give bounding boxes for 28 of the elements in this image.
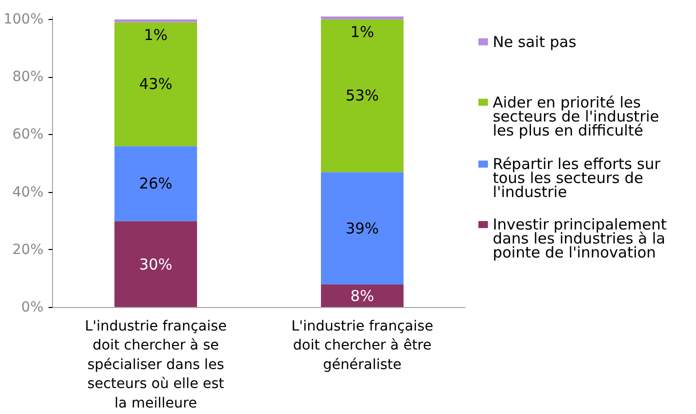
bar: [114, 146, 198, 222]
y-tick-label: 0%: [21, 300, 44, 316]
bar: [320, 16, 404, 20]
legend-label: Ne sait pas: [492, 32, 576, 51]
y-tick-label: 20%: [12, 242, 44, 258]
bar: [114, 221, 198, 308]
x-tick-label: L'industrie française doit chercher à être généraliste: [291, 318, 434, 373]
bar: [320, 172, 404, 284]
legend-label: Investir principalement dans les industries à la pointe de l'innovation: [492, 216, 667, 262]
data-label: 43%: [139, 75, 172, 94]
bar: [114, 19, 198, 22]
data-label: 1%: [350, 22, 374, 41]
data-label: 53%: [346, 86, 379, 105]
legend-label: Répartir les efforts sur tous les secteurs de l'industrie: [492, 155, 662, 202]
y-tick-label: 80%: [12, 69, 44, 86]
bar: [320, 284, 404, 308]
legend-label: Aider en priorité les secteurs de l'industrie les plus en difficulté: [492, 93, 660, 140]
y-tick-label: 100%: [3, 11, 44, 28]
bar: [320, 19, 404, 172]
data-label: 30%: [139, 255, 172, 274]
y-tick-label: 60%: [12, 126, 44, 143]
data-label: 26%: [139, 174, 172, 193]
data-label: 39%: [346, 219, 379, 238]
data-label: 8%: [350, 286, 374, 305]
data-label: 1%: [144, 26, 168, 44]
y-tick-label: 40%: [12, 184, 44, 200]
x-tick-label: L'industrie française doit chercher à se spécialiser dans les secteurs où elle est la meilleure: [84, 318, 227, 412]
bar: [114, 22, 198, 146]
